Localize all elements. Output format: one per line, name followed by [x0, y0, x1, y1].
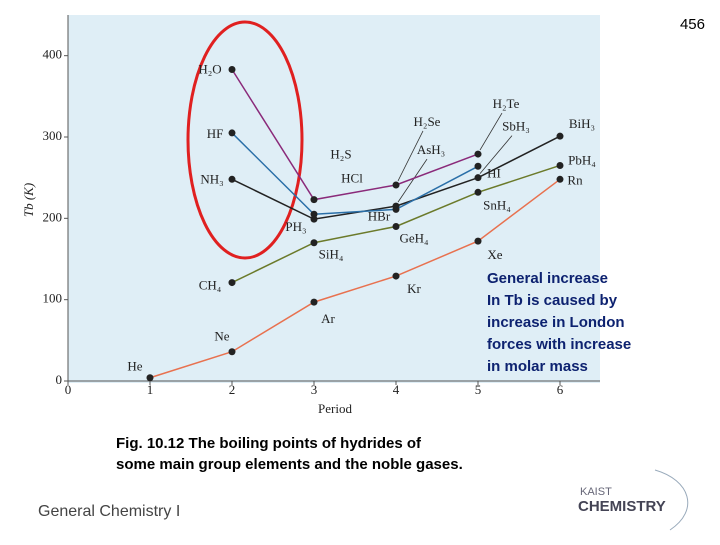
data-point — [310, 298, 318, 306]
point-label: Ne — [214, 329, 229, 344]
footer: General Chemistry I — [38, 503, 180, 520]
x-tick-label: 2 — [229, 382, 236, 397]
point-label: NH₃ — [200, 171, 223, 186]
data-point — [392, 272, 400, 280]
annotation-line: General increase — [487, 270, 608, 287]
point-label: Xe — [487, 247, 502, 262]
series-line — [149, 178, 561, 379]
data-point — [474, 150, 482, 158]
point-label: H₂Se — [414, 114, 441, 129]
data-point — [228, 175, 236, 183]
y-axis-label: Tb (K) — [21, 183, 36, 217]
x-tick-label: 6 — [557, 382, 564, 397]
annotation-line: increase in London — [487, 314, 625, 331]
data-point — [228, 279, 236, 287]
point-label: HCl — [341, 170, 363, 185]
data-point — [310, 196, 318, 204]
point-label: Kr — [407, 281, 421, 296]
point-label: H₂S — [330, 147, 351, 162]
annotation-line: In Tb is caused by — [487, 292, 618, 309]
data-point — [556, 161, 564, 169]
x-tick-label: 4 — [393, 382, 400, 397]
label-leader — [479, 135, 513, 174]
logo-swoosh — [654, 469, 689, 531]
data-point — [392, 205, 400, 213]
label-leader — [397, 130, 424, 182]
data-point — [228, 65, 236, 73]
point-label: CH₄ — [199, 278, 222, 293]
x-axis-label: Period — [318, 401, 352, 416]
data-point — [392, 222, 400, 230]
point-label: SnH₄ — [483, 197, 511, 212]
point-label: H₂O — [198, 61, 221, 76]
y-tick-label: 100 — [43, 291, 63, 306]
data-point — [310, 239, 318, 247]
data-point — [474, 237, 482, 245]
data-point — [556, 175, 564, 183]
label-leader — [397, 158, 428, 203]
data-point — [474, 188, 482, 196]
point-label: Rn — [567, 172, 583, 187]
y-tick-label: 400 — [43, 47, 63, 62]
data-point — [474, 174, 482, 182]
y-tick-label: 200 — [43, 209, 63, 224]
point-label: HF — [207, 126, 224, 141]
point-label: GeH₄ — [399, 230, 429, 245]
plot-background — [68, 15, 600, 383]
caption-line: Fig. 10.12 The boiling points of hydride… — [116, 435, 422, 452]
point-label: PH₃ — [285, 219, 306, 234]
caption-line: some main group elements and the noble g… — [116, 456, 463, 473]
point-label: BiH₃ — [569, 116, 595, 131]
label-leader — [479, 112, 503, 151]
point-label: PbH₄ — [568, 152, 596, 167]
data-point — [146, 374, 154, 382]
x-tick-label: 3 — [311, 382, 318, 397]
annotation-line: forces with increase — [487, 336, 631, 353]
point-label: AsH₃ — [417, 142, 445, 157]
data-point — [392, 181, 400, 189]
point-label: HI — [487, 165, 501, 180]
annotation: General increase In Tb is caused by increa… — [487, 270, 631, 375]
logo-bottom: CHEMISTRY — [578, 498, 666, 515]
series-line — [231, 69, 479, 201]
data-point — [228, 129, 236, 137]
x-tick-label: 0 — [65, 382, 72, 397]
highlight-ellipse — [186, 20, 304, 260]
point-label: HBr — [368, 208, 391, 223]
point-label: SbH₃ — [502, 119, 530, 134]
y-tick-label: 0 — [56, 372, 63, 387]
point-label: H₂Te — [493, 96, 520, 111]
x-tick-label: 5 — [475, 382, 482, 397]
y-tick-label: 300 — [43, 128, 63, 143]
point-label: He — [127, 359, 142, 374]
data-point — [556, 132, 564, 140]
data-point — [310, 215, 318, 223]
data-point — [474, 162, 482, 170]
point-label: SiH₄ — [319, 247, 344, 262]
series-line — [231, 132, 479, 216]
data-point — [228, 348, 236, 356]
logo-top: KAIST — [580, 486, 612, 498]
annotation-line: in molar mass — [487, 358, 588, 375]
x-tick-label: 1 — [147, 382, 154, 397]
page-number: 456 — [680, 16, 705, 33]
data-point — [310, 210, 318, 218]
point-label: Ar — [321, 311, 335, 326]
